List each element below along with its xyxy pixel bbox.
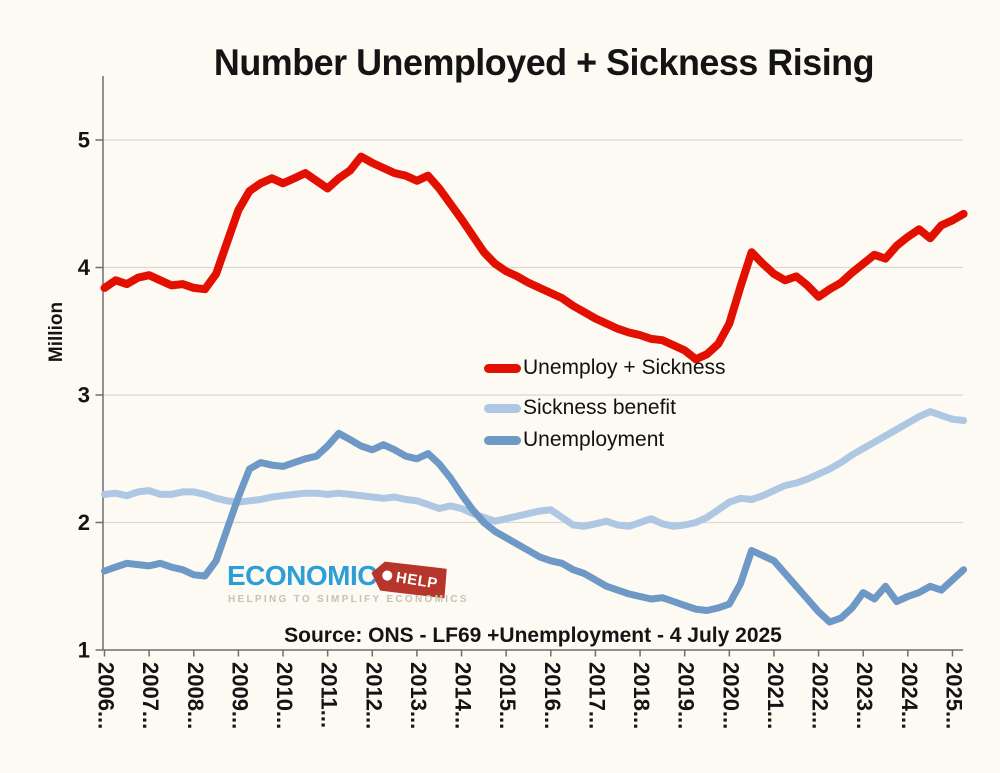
legend-item-unemploy-sickness: Unemploy + Sickness — [484, 354, 726, 382]
legend-swatch-sickness-benefit — [484, 403, 521, 413]
x-tick-label: 2006... — [94, 662, 119, 729]
x-tick-label: 2010... — [272, 662, 297, 729]
x-tick-label: 2007... — [138, 662, 163, 729]
x-tick-label: 2011... — [317, 662, 342, 728]
logo-tagline: HELPING TO SIMPLIFY ECONOMICS — [228, 594, 469, 605]
economicshelp-logo: ECONOMICS HELP HELPING TO SIMPLIFY ECONO… — [227, 560, 487, 615]
x-tick-label: 2015... — [495, 662, 520, 729]
x-tick-label: 2014... — [451, 662, 476, 729]
y-tick-label: 5 — [78, 128, 90, 153]
legend-label: Unemploy + Sickness — [523, 356, 726, 379]
x-tick-label: 2018... — [629, 662, 654, 729]
x-tick-label: 2016... — [540, 662, 565, 729]
legend-label: Sickness benefit — [523, 396, 676, 419]
y-tick-label: 4 — [78, 255, 91, 280]
x-tick-label: 2023... — [852, 662, 877, 729]
x-tick-label: 2008... — [183, 662, 208, 729]
tag-hole-icon — [382, 570, 393, 581]
x-tick-label: 2025... — [941, 662, 966, 729]
logo-tag-text: HELP — [394, 568, 439, 592]
legend-swatch-unemployment — [484, 435, 521, 445]
x-tick-label: 2019... — [674, 662, 699, 729]
logo-brand-text: ECONOMICS — [227, 560, 396, 591]
x-tick-label: 2017... — [584, 662, 609, 729]
series-line-sickness-benefit — [101, 408, 968, 530]
series-line-unemploy-sickness — [100, 152, 968, 364]
legend-swatch-unemploy-sickness — [484, 363, 521, 373]
x-tick-label: 2021... — [763, 662, 788, 729]
series-line-unemployment — [101, 429, 968, 626]
y-tick-label: 1 — [78, 638, 90, 663]
y-tick-label: 3 — [78, 383, 90, 408]
x-tick-label: 2013... — [406, 662, 431, 729]
source-note: Source: ONS - LF69 +Unemployment - 4 Jul… — [284, 624, 782, 647]
x-tick-label: 2012... — [361, 662, 386, 729]
legend-item-sickness-benefit: Sickness benefit — [484, 394, 676, 422]
chart-title: Number Unemployed + Sickness Rising — [213, 42, 875, 83]
x-tick-label: 2020... — [718, 662, 743, 729]
x-tick-label: 2022... — [808, 662, 833, 729]
legend-item-unemployment: Unemployment — [484, 426, 664, 454]
y-tick-label: 2 — [78, 510, 90, 535]
legend-label: Unemployment — [523, 428, 665, 451]
x-tick-label: 2024... — [897, 662, 922, 729]
x-tick-label: 2009... — [227, 662, 252, 729]
